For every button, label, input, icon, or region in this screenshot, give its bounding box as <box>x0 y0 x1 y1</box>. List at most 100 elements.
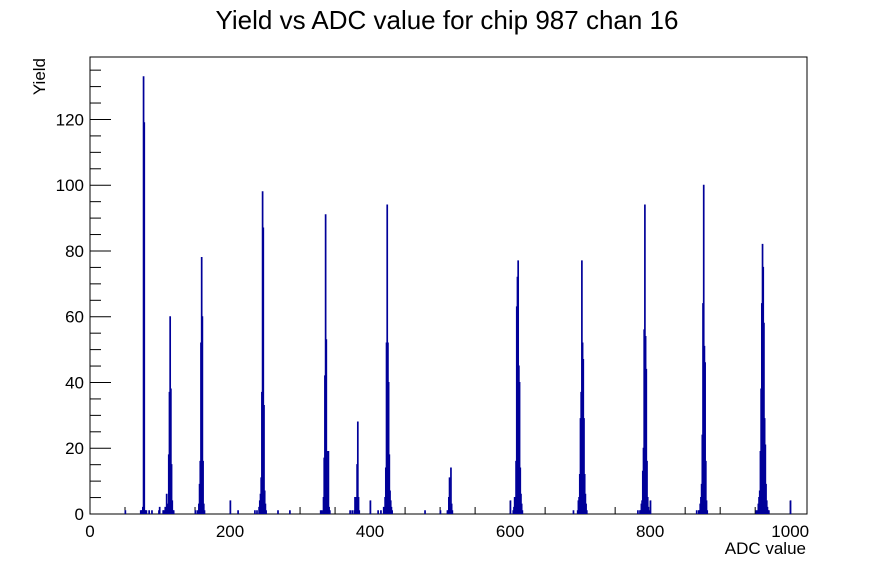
histogram-bin <box>767 510 770 514</box>
histogram-bins <box>124 76 792 514</box>
x-tick-label: 200 <box>216 522 244 541</box>
histogram-bin <box>450 503 453 514</box>
histogram-bin <box>646 497 649 514</box>
histogram-bin <box>229 500 232 514</box>
histogram-bin <box>448 477 451 514</box>
histogram-bin <box>328 510 331 514</box>
histogram-bin <box>151 510 153 514</box>
x-tick-label: 800 <box>636 522 664 541</box>
histogram-bin <box>648 510 650 514</box>
histogram-bin <box>172 510 175 514</box>
histogram-bin <box>521 510 524 514</box>
histogram-bin <box>237 510 239 514</box>
histogram-bin <box>264 503 267 514</box>
x-tick-label: 600 <box>496 522 524 541</box>
histogram-bin <box>194 510 197 514</box>
histogram-bin <box>158 506 161 514</box>
histogram-bin <box>358 510 361 514</box>
histogram-bin <box>380 510 382 514</box>
y-axis-label: Yield <box>30 58 49 95</box>
histogram-bin <box>520 503 523 514</box>
histogram-bin <box>325 339 328 514</box>
y-tick-label: 120 <box>56 110 84 129</box>
histogram-bin <box>202 460 204 514</box>
histogram-bin <box>201 316 204 514</box>
histogram-bin <box>349 510 351 514</box>
histogram-bin <box>518 381 521 514</box>
histogram-bin <box>277 510 279 514</box>
histogram-bin <box>439 510 442 514</box>
histogram-bin <box>165 493 168 514</box>
y-tick-label: 60 <box>65 308 84 327</box>
histogram-bin <box>391 510 393 514</box>
histogram-bin <box>196 510 199 514</box>
x-axis-label: ADC value <box>725 539 806 558</box>
histogram-bin <box>170 464 173 514</box>
histogram-bin <box>645 368 648 514</box>
histogram-bin <box>289 510 291 514</box>
histogram-bin <box>163 510 165 514</box>
histogram-bin <box>202 503 205 514</box>
histogram-bin <box>326 451 328 514</box>
histogram-bin <box>262 227 265 514</box>
histogram-bin <box>351 510 354 514</box>
histogram-bin <box>254 510 256 514</box>
histogram-bin <box>789 500 792 514</box>
y-tick-label: 40 <box>65 373 84 392</box>
histogram-bin <box>263 405 265 514</box>
histogram-bin <box>382 506 385 514</box>
histogram-bin <box>263 490 266 514</box>
y-tick-label: 0 <box>75 505 84 524</box>
histogram-bin <box>649 500 652 514</box>
histogram-bin <box>572 510 575 514</box>
histogram-bin <box>585 510 588 514</box>
histogram-bin <box>387 381 390 514</box>
histogram-bin <box>764 444 767 514</box>
plot-frame <box>89 56 808 515</box>
x-tick-label: 0 <box>85 522 94 541</box>
y-axis: 0 20 40 60 80 100 120 <box>56 69 111 524</box>
histogram-bin <box>637 510 639 514</box>
histogram-bin <box>143 122 146 514</box>
histogram-bin <box>357 497 360 514</box>
histogram-bin <box>319 510 322 514</box>
histogram-bin <box>646 460 648 514</box>
y-tick-label: 20 <box>65 439 84 458</box>
histogram-bin <box>164 506 167 514</box>
x-tick-label: 1000 <box>771 522 809 541</box>
histogram-bin <box>148 510 151 514</box>
histogram-bin <box>450 467 452 514</box>
y-tick-label: 80 <box>65 242 84 261</box>
histogram-bin <box>377 510 379 514</box>
histogram-bin <box>356 421 359 514</box>
histogram-bin <box>705 500 708 514</box>
histogram-bin <box>424 510 426 514</box>
histogram-bin <box>171 500 174 514</box>
histogram-bin <box>509 500 512 514</box>
histogram-bin <box>583 418 585 514</box>
histogram-bin <box>585 503 587 514</box>
x-tick-label: 400 <box>356 522 384 541</box>
histogram-bin <box>170 388 172 514</box>
chart-title: Yield vs ADC value for chip 987 chan 16 <box>216 5 679 35</box>
histogram-bin <box>755 510 758 514</box>
histogram-bin <box>256 510 258 514</box>
histogram-bin <box>265 510 267 514</box>
histogram-bin <box>145 510 148 514</box>
histogram-bin <box>124 510 127 514</box>
histogram-bin <box>388 454 391 514</box>
histogram-bin <box>765 483 767 514</box>
histogram-bin <box>327 451 330 514</box>
histogram-bin <box>695 510 698 514</box>
x-axis: 0 200 400 600 800 1000 <box>85 501 809 541</box>
histogram-bin <box>203 510 206 514</box>
histogram-bin <box>704 362 706 514</box>
histogram-bin <box>369 500 372 514</box>
histogram-bin <box>321 510 323 514</box>
y-tick-label: 100 <box>56 176 84 195</box>
histogram-bin <box>451 510 454 514</box>
histogram-bin <box>706 510 709 514</box>
histogram-bin <box>519 467 522 514</box>
